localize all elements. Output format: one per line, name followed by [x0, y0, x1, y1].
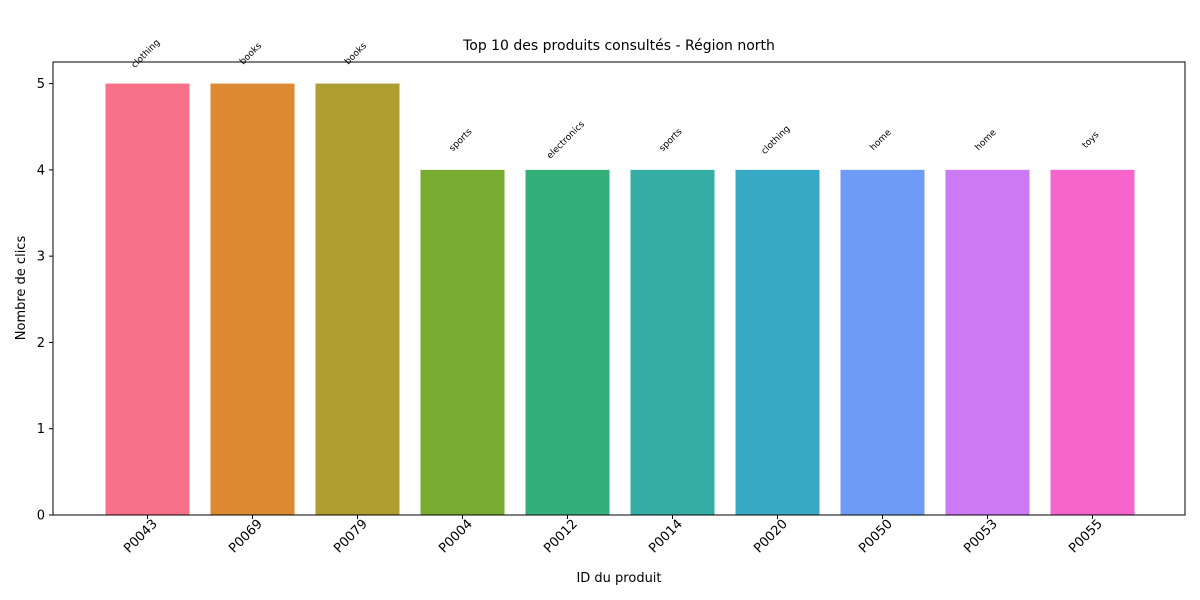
y-tick-label: 5: [37, 77, 45, 92]
bar-category-label: books: [343, 41, 369, 67]
bar-p0069: [210, 83, 295, 516]
bar-p0053: [945, 169, 1030, 515]
bars-layer: [105, 83, 1135, 516]
bar-category-label: electronics: [545, 119, 587, 161]
bar-p0055: [1050, 169, 1135, 515]
x-tick-label: P0043: [121, 517, 161, 557]
bar-p0014: [630, 169, 715, 515]
y-axis: 0 1 2 3 4 5: [37, 77, 53, 524]
x-axis-label: ID du produit: [576, 571, 661, 586]
bar-p0050: [840, 169, 925, 515]
y-tick-label: 4: [37, 163, 45, 178]
bar-p0020: [735, 169, 820, 515]
x-tick-label: P0020: [751, 517, 791, 557]
bar-category-label: sports: [658, 127, 685, 154]
y-tick-label: 1: [37, 422, 45, 437]
bar-p0004: [420, 169, 505, 515]
x-tick-label: P0069: [226, 517, 266, 557]
x-tick-label: P0055: [1066, 517, 1106, 557]
bar-category-label: clothing: [760, 124, 793, 157]
bar-category-label: clothing: [130, 38, 163, 71]
y-axis-label: Nombre de clics: [14, 236, 29, 341]
bar-category-label: books: [238, 41, 264, 67]
bar-category-label: sports: [448, 127, 475, 154]
y-tick-label: 3: [37, 250, 45, 265]
x-tick-label: P0050: [856, 517, 896, 557]
chart-title: Top 10 des produits consultés - Région n…: [462, 38, 775, 54]
bar-p0079: [315, 83, 400, 516]
bar-category-label: home: [974, 128, 999, 153]
x-tick-label: P0053: [961, 517, 1001, 557]
y-tick-label: 2: [37, 336, 45, 351]
x-tick-label: P0012: [541, 517, 581, 557]
x-axis: P0043 P0069 P0079 P0004 P0012 P0014 P0020 P0050…: [121, 515, 1106, 556]
bar-p0012: [525, 169, 610, 515]
bar-category-label: toys: [1081, 130, 1102, 151]
x-tick-label: P0014: [646, 517, 686, 557]
bar-category-label: home: [869, 128, 894, 153]
y-tick-label: 0: [37, 509, 45, 524]
bar-p0043: [105, 83, 190, 516]
x-tick-label: P0004: [436, 517, 476, 557]
plot-frame: [52, 61, 1186, 516]
x-tick-label: P0079: [331, 517, 371, 557]
